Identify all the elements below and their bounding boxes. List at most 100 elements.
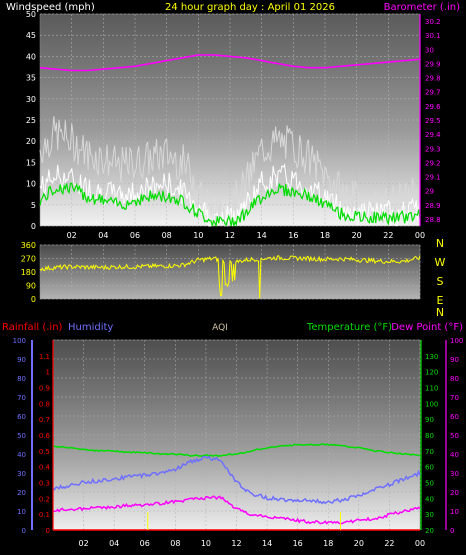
dewpoint-axis-ticks: 0 10 20 30 40 50 60 70 80 90 100 [450,337,463,535]
barometer-tick: 28.8 [425,216,441,224]
temperature-tick: 110 [425,385,438,393]
temp-x-tick: 18 [323,539,333,548]
windspeed-tick: 25 [26,116,36,125]
right-tick: 100 [450,337,463,345]
humidity-tick: 10 [17,508,26,516]
right-tick: 10 [450,508,459,516]
barometer-tick: 29.1 [425,174,441,182]
compass-label: E [437,294,444,307]
rainfall-title: Rainfall (.in) [2,322,63,333]
temperature-tick: 50 [425,480,434,488]
windspeed-tick: 50 [26,10,36,19]
barometer-tick: 30.1 [425,32,441,40]
humidity-tick: 50 [17,432,26,440]
direction-tick: 360 [21,241,36,250]
barometer-tick: 29 [425,188,434,196]
temp-x-tick: 08 [170,539,180,548]
barometer-tick: 29.9 [425,60,441,68]
wind-x-tick: 16 [288,231,298,240]
rainfall-tick: 0.1 [39,511,50,519]
barometer-tick: 29.7 [425,89,441,97]
compass-label: S [437,275,444,288]
humidity-tick: 60 [17,413,26,421]
humidity-tick: 80 [17,375,26,383]
wind-x-tick: 12 [225,231,235,240]
date-title: 24 hour graph day : April 01 2026 [165,2,335,13]
wind-x-tick: 20 [352,231,362,240]
right-tick: 60 [450,413,459,421]
temperature-tick: 80 [425,432,434,440]
direction-grid [40,244,421,300]
windspeed-tick: 35 [26,74,36,83]
windspeed-tick: 15 [26,158,36,167]
aqi-title: AQI [212,323,228,333]
wind-x-tick: 22 [383,231,393,240]
wind-x-tick: 08 [162,231,172,240]
rainfall-tick: 0.8 [39,400,50,408]
barometer-tick: 29.5 [425,117,441,125]
barometer-tick: 30.2 [425,18,441,26]
rainfall-tick: 0.2 [39,495,50,503]
windspeed-tick: 40 [26,52,36,61]
temperature-line [53,443,421,458]
humidity-tick: 100 [13,337,26,345]
temperature-tick: 30 [425,511,434,519]
temp-x-tick: 10 [201,539,211,548]
temp-x-tick: 06 [140,539,150,548]
temperature-tick: 130 [425,353,438,361]
temperature-tick: 60 [425,464,434,472]
direction-axis-ticks: 0 90 180 270 360 [21,241,36,304]
temperature-axis-ticks: 20 30 40 50 60 70 80 90 100 110 120 130 [425,353,438,535]
right-tick: 50 [450,432,459,440]
rainfall-tick: 0.9 [39,385,50,393]
humidity-line [52,455,421,505]
windspeed-axis-ticks: 0 5 10 15 20 25 30 35 40 45 50 [26,10,36,231]
temperature-tick: 70 [425,448,434,456]
compass-label: W [435,256,446,269]
humidity-tick: 30 [17,470,26,478]
barometer-tick: 29.8 [425,75,441,83]
barometer-tick: 29.2 [425,159,441,167]
temperature-tick: 40 [425,495,434,503]
humidity-tick: 40 [17,451,26,459]
dew-point-line [52,495,421,525]
barometer-tick: 30 [425,46,434,54]
temp-x-tick: 14 [262,539,272,548]
wind-x-tick: 10 [193,231,203,240]
direction-tick: 0 [31,295,36,304]
right-tick: 70 [450,394,459,402]
humidity-tick: 20 [17,489,26,497]
rainfall-tick: 1.1 [39,353,50,361]
rainfall-tick: 0.3 [39,480,50,488]
temp-x-tick: 02 [78,539,88,548]
rainfall-tick: 0 [46,527,50,535]
windspeed-tick: 0 [31,222,36,231]
right-tick: 80 [450,375,459,383]
wind-average-line [39,182,421,227]
direction-tick: 180 [21,268,36,277]
temperature-tick: 20 [425,527,434,535]
temp-x-tick: 20 [354,539,364,548]
wind-series [39,54,421,227]
wind-x-tick: 00 [415,231,425,240]
humidity-tick: 90 [17,356,26,364]
rainfall-tick: 0.4 [39,464,51,472]
windspeed-tick: 20 [26,137,36,146]
wind-x-ticks: 02 04 06 08 10 12 14 16 18 20 22 00 [67,231,426,240]
temperature-title: Temperature (°F) [306,322,392,333]
wind-x-tick: 06 [130,231,140,240]
barometer-axis-ticks: 28.8 28.9 29 29.1 29.2 29.3 29.4 29.5 29.6 29.7 29… [425,18,441,224]
barometer-tick: 28.9 [425,202,441,210]
humidity-tick: 0 [22,527,26,535]
humidity-tick: 70 [17,394,26,402]
rainfall-tick: 0.5 [39,448,50,456]
direction-tick: 90 [26,282,36,291]
temperature-tick: 90 [425,416,434,424]
direction-tick: 270 [21,255,36,264]
windspeed-tick: 30 [26,95,36,104]
barometer-tick: 29.6 [425,103,441,111]
barometer-tick: 29.3 [425,145,441,153]
rainfall-tick: 0.7 [39,416,50,424]
barometer-title: Barometer (.in) [384,2,460,13]
